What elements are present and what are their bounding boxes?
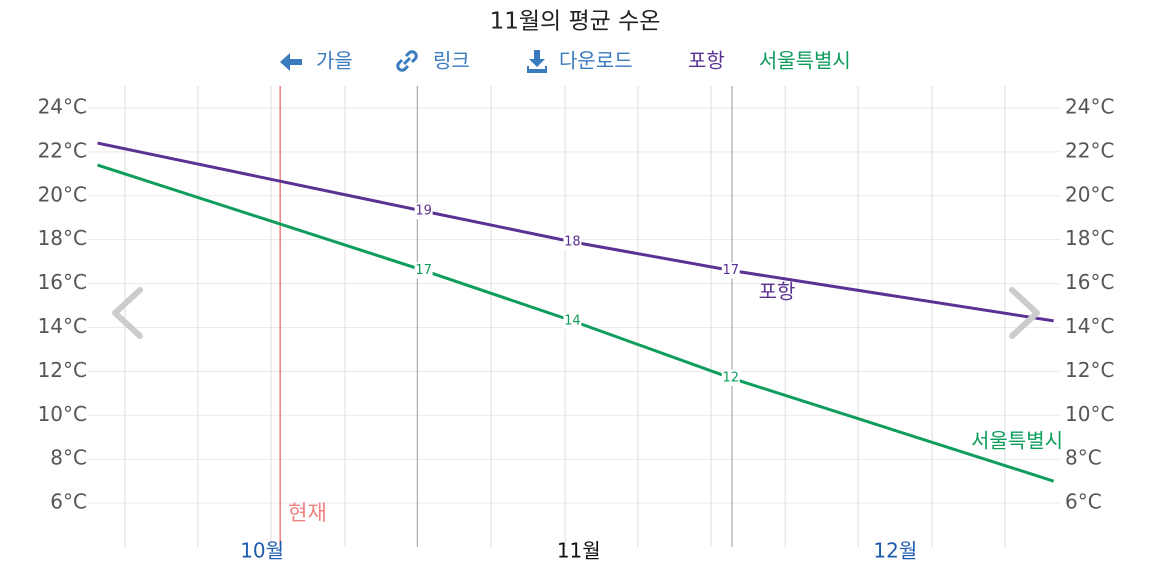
- y-tick-label: 24°C: [38, 94, 87, 118]
- y-tick-label-right: 6°C: [1065, 490, 1102, 514]
- series-end-label: 포항: [759, 280, 796, 304]
- legend-entry[interactable]: 포항: [688, 49, 725, 73]
- back-button[interactable]: 가을: [280, 49, 353, 73]
- x-tick-label: 12월: [873, 539, 917, 563]
- chart-title: 11월의 평균 수온: [490, 9, 661, 35]
- link-button[interactable]: 링크: [396, 49, 470, 73]
- next-arrow[interactable]: [1009, 287, 1040, 339]
- series-end-label: 서울특별시: [971, 429, 1063, 453]
- label-bg: [414, 203, 433, 220]
- data-label: 17: [722, 263, 739, 278]
- y-tick-label: 20°C: [38, 182, 87, 206]
- y-tick-label-right: 12°C: [1065, 358, 1114, 382]
- legend-entry[interactable]: 서울특별시: [759, 49, 851, 73]
- label-bg: [414, 262, 433, 279]
- download-button[interactable]: 다운로드: [527, 49, 633, 74]
- y-tick-label: 12°C: [38, 358, 87, 382]
- y-tick-label: 22°C: [38, 138, 87, 162]
- y-tick-label: 14°C: [38, 314, 87, 338]
- data-label: 14: [564, 313, 581, 328]
- series-line: [97, 141, 1054, 323]
- label-bg: [721, 369, 740, 386]
- y-tick-label-right: 8°C: [1065, 446, 1102, 470]
- link-icon: [396, 50, 418, 72]
- data-label: 17: [415, 263, 432, 278]
- label-bg: [721, 262, 740, 279]
- y-tick-label-right: 16°C: [1065, 270, 1114, 294]
- y-tick-label-right: 24°C: [1065, 94, 1114, 118]
- toolbar-label: 가을: [316, 49, 353, 73]
- data-label: 12: [722, 370, 739, 385]
- x-tick-label: 11월: [557, 539, 601, 563]
- data-label: 18: [564, 234, 581, 249]
- download-icon: [527, 50, 547, 73]
- toolbar-label: 링크: [433, 49, 470, 73]
- y-tick-label: 6°C: [50, 490, 87, 514]
- back-icon: [280, 53, 302, 71]
- now-label: 현재: [288, 501, 327, 525]
- y-tick-label-right: 22°C: [1065, 138, 1114, 162]
- x-tick-label: 10월: [240, 539, 284, 563]
- y-tick-label-right: 10°C: [1065, 402, 1114, 426]
- y-tick-label: 10°C: [38, 402, 87, 426]
- prev-arrow[interactable]: [112, 287, 143, 339]
- label-bg: [563, 312, 582, 329]
- toolbar-label: 다운로드: [559, 49, 633, 73]
- y-tick-label: 18°C: [38, 226, 87, 250]
- y-tick-label-right: 18°C: [1065, 226, 1114, 250]
- label-bg: [563, 233, 582, 250]
- y-tick-label-right: 20°C: [1065, 182, 1114, 206]
- y-tick-label: 8°C: [50, 446, 87, 470]
- data-label: 19: [415, 204, 432, 219]
- y-tick-label-right: 14°C: [1065, 314, 1114, 338]
- y-tick-label: 16°C: [38, 270, 87, 294]
